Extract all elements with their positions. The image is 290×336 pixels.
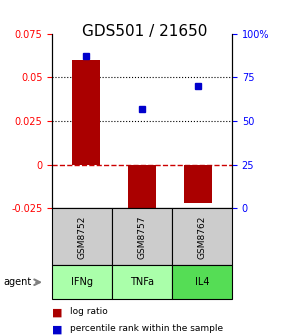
Text: agent: agent	[3, 277, 31, 287]
Text: TNFa: TNFa	[130, 277, 154, 287]
Text: log ratio: log ratio	[70, 307, 107, 317]
Text: percentile rank within the sample: percentile rank within the sample	[70, 324, 223, 333]
Text: GSM8762: GSM8762	[197, 215, 206, 259]
Text: GSM8752: GSM8752	[78, 215, 87, 259]
Bar	[72, 60, 100, 165]
Text: ■: ■	[52, 324, 63, 334]
Text: IFNg: IFNg	[71, 277, 93, 287]
Bar	[184, 165, 212, 203]
Text: IL4: IL4	[195, 277, 209, 287]
Text: GDS501 / 21650: GDS501 / 21650	[82, 24, 208, 39]
Bar	[128, 165, 156, 217]
Text: ■: ■	[52, 307, 63, 318]
Text: GSM8757: GSM8757	[137, 215, 147, 259]
